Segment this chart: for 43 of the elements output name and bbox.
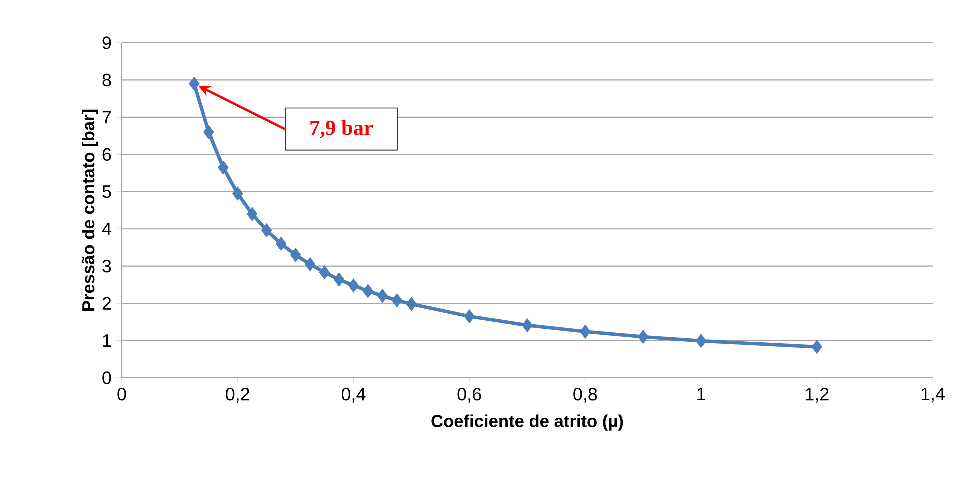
x-tick-label: 0,2: [226, 388, 250, 403]
point: [218, 160, 229, 175]
point: [362, 284, 374, 298]
y-tick-label: 3: [102, 260, 112, 273]
point: [638, 330, 649, 344]
x-tick-label: 0,8: [574, 388, 598, 403]
x-tick-label: 1: [698, 388, 706, 400]
point: [334, 272, 345, 287]
x-tick-label: 1,2: [806, 388, 829, 403]
y-tick-label: 9: [102, 36, 112, 50]
point: [464, 310, 475, 324]
y-tick-label: 6: [102, 148, 112, 162]
point: [580, 324, 591, 339]
point: [232, 186, 244, 201]
y-tick-label: 0: [102, 372, 112, 384]
point: [392, 294, 402, 308]
x-tick-label: 0,6: [458, 388, 482, 403]
point: [319, 266, 330, 280]
y-tick-label: 5: [102, 186, 112, 198]
x-tick-label: 0,4: [342, 388, 366, 403]
y-tick-label: 2: [102, 297, 112, 310]
point: [189, 76, 200, 91]
x-tick-label: 1,4: [922, 388, 945, 403]
point: [696, 334, 707, 348]
point: [247, 207, 258, 222]
y-tick-label: 1: [103, 334, 112, 347]
point: [204, 125, 214, 140]
point: [304, 257, 316, 272]
y-tick-label: 7: [102, 111, 112, 124]
point: [812, 340, 822, 354]
y-tick-label: 8: [102, 74, 112, 87]
y-axis-title: Pressão de contato [bar]: [82, 110, 98, 311]
point: [522, 318, 533, 333]
point: [290, 248, 302, 262]
point: [348, 278, 360, 293]
y-tick-label: 4: [102, 222, 112, 236]
x-tick-label: 0: [118, 388, 126, 401]
point: [377, 289, 388, 304]
point: [261, 224, 272, 238]
point: [276, 236, 287, 251]
x-axis-title: Coeficiente de atrito (µ): [432, 414, 624, 431]
point: [406, 297, 417, 312]
annotation: 7,9 bar: [310, 120, 374, 138]
